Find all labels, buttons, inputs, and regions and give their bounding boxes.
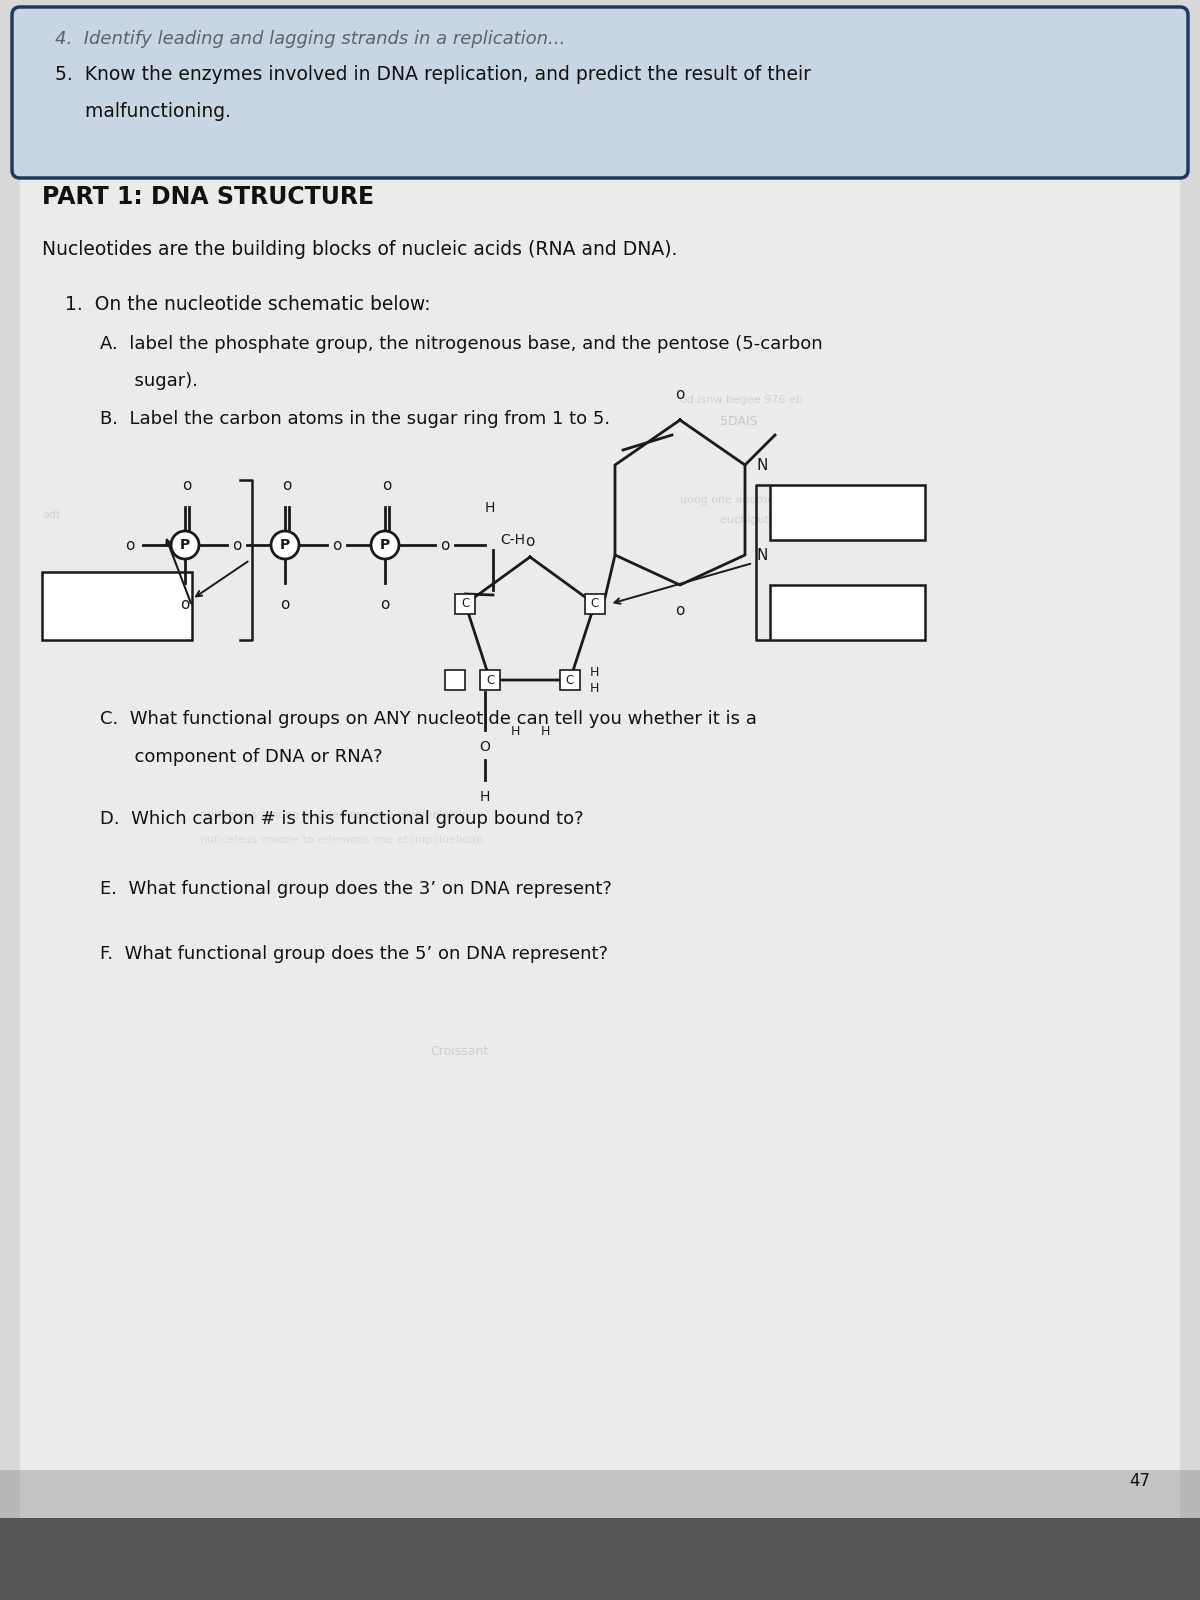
Bar [445, 670, 466, 690]
Circle shape [271, 531, 299, 558]
Text: component of DNA or RNA?: component of DNA or RNA? [100, 749, 383, 766]
Text: 5DAIS: 5DAIS [720, 414, 757, 427]
Text: o: o [383, 478, 391, 493]
Text: H: H [540, 725, 550, 738]
Text: H: H [480, 790, 491, 805]
Text: H: H [590, 682, 599, 694]
Text: o: o [182, 478, 192, 493]
Text: o: o [233, 538, 241, 552]
Text: euchigutin AMO: euchigutin AMO [720, 515, 809, 525]
Text: C: C [590, 597, 599, 611]
Bar [0, 1518, 1200, 1600]
Text: D.  Which carbon # is this functional group bound to?: D. Which carbon # is this functional gro… [100, 810, 583, 829]
Text: F.  What functional group does the 5’ on DNA represent?: F. What functional group does the 5’ on … [100, 946, 608, 963]
Text: C: C [461, 597, 469, 611]
Text: C.  What functional groups on ANY nucleotide can tell you whether it is a: C. What functional groups on ANY nucleot… [100, 710, 757, 728]
Circle shape [172, 531, 199, 558]
Text: adt: adt [42, 510, 60, 520]
Bar [455, 594, 475, 614]
Text: C: C [566, 674, 574, 686]
Text: P: P [180, 538, 190, 552]
Text: o: o [125, 538, 134, 552]
Text: P: P [380, 538, 390, 552]
Text: H: H [590, 666, 599, 678]
Text: E.  What functional group does the 3’ on DNA represent?: E. What functional group does the 3’ on … [100, 880, 612, 898]
Text: o: o [676, 387, 685, 402]
Text: B.  Label the carbon atoms in the sugar ring from 1 to 5.: B. Label the carbon atoms in the sugar r… [100, 410, 610, 427]
Text: o: o [440, 538, 450, 552]
Text: sugar).: sugar). [100, 371, 198, 390]
Text: 1.  On the nucleotide schematic below:: 1. On the nucleotide schematic below: [65, 294, 431, 314]
Bar [560, 670, 580, 690]
Text: H: H [510, 725, 520, 738]
Bar [584, 594, 605, 614]
Text: A.  label the phosphate group, the nitrogenous base, and the pentose (5-carbon: A. label the phosphate group, the nitrog… [100, 334, 823, 354]
Text: o: o [180, 597, 190, 611]
Text: uoog one ahomeisne miW: uoog one ahomeisne miW [680, 494, 826, 506]
Text: N: N [757, 458, 768, 472]
Text: 47: 47 [1129, 1472, 1150, 1490]
Text: 5.  Know the enzymes involved in DNA replication, and predict the result of thei: 5. Know the enzymes involved in DNA repl… [55, 66, 811, 83]
Bar [0, 1470, 1200, 1520]
Bar [770, 485, 925, 541]
Text: malfunctioning.: malfunctioning. [55, 102, 230, 122]
Bar [42, 573, 192, 640]
Text: o: o [526, 534, 535, 549]
Bar [480, 670, 500, 690]
Text: N: N [757, 547, 768, 563]
Bar [770, 586, 925, 640]
Text: P: P [280, 538, 290, 552]
Text: o: o [281, 597, 289, 611]
Text: noticeleus omone to erlemons one etonipoloelloun: noticeleus omone to erlemons one etonipo… [200, 810, 482, 819]
Text: noticeleus omone to erlemons one etonipoloelloun: noticeleus omone to erlemons one etonipo… [200, 835, 482, 845]
Circle shape [371, 531, 398, 558]
Text: C: C [486, 674, 494, 686]
Text: o: o [380, 597, 390, 611]
Text: adt: adt [42, 619, 60, 630]
Text: H: H [485, 501, 496, 515]
Text: o: o [282, 478, 292, 493]
Text: C-H: C-H [500, 533, 526, 547]
Text: o: o [676, 603, 685, 618]
Text: o: o [332, 538, 342, 552]
Text: Croissant: Croissant [430, 1045, 488, 1058]
Text: 4.  Identify leading and lagging strands in a replication...: 4. Identify leading and lagging strands … [55, 30, 565, 48]
Text: Nucleotides are the building blocks of nucleic acids (RNA and DNA).: Nucleotides are the building blocks of n… [42, 240, 677, 259]
Text: PART 1: DNA STRUCTURE: PART 1: DNA STRUCTURE [42, 186, 374, 210]
Text: od isnw begee 976 eb: od isnw begee 976 eb [680, 395, 803, 405]
Text: O: O [480, 741, 491, 754]
FancyBboxPatch shape [12, 6, 1188, 178]
